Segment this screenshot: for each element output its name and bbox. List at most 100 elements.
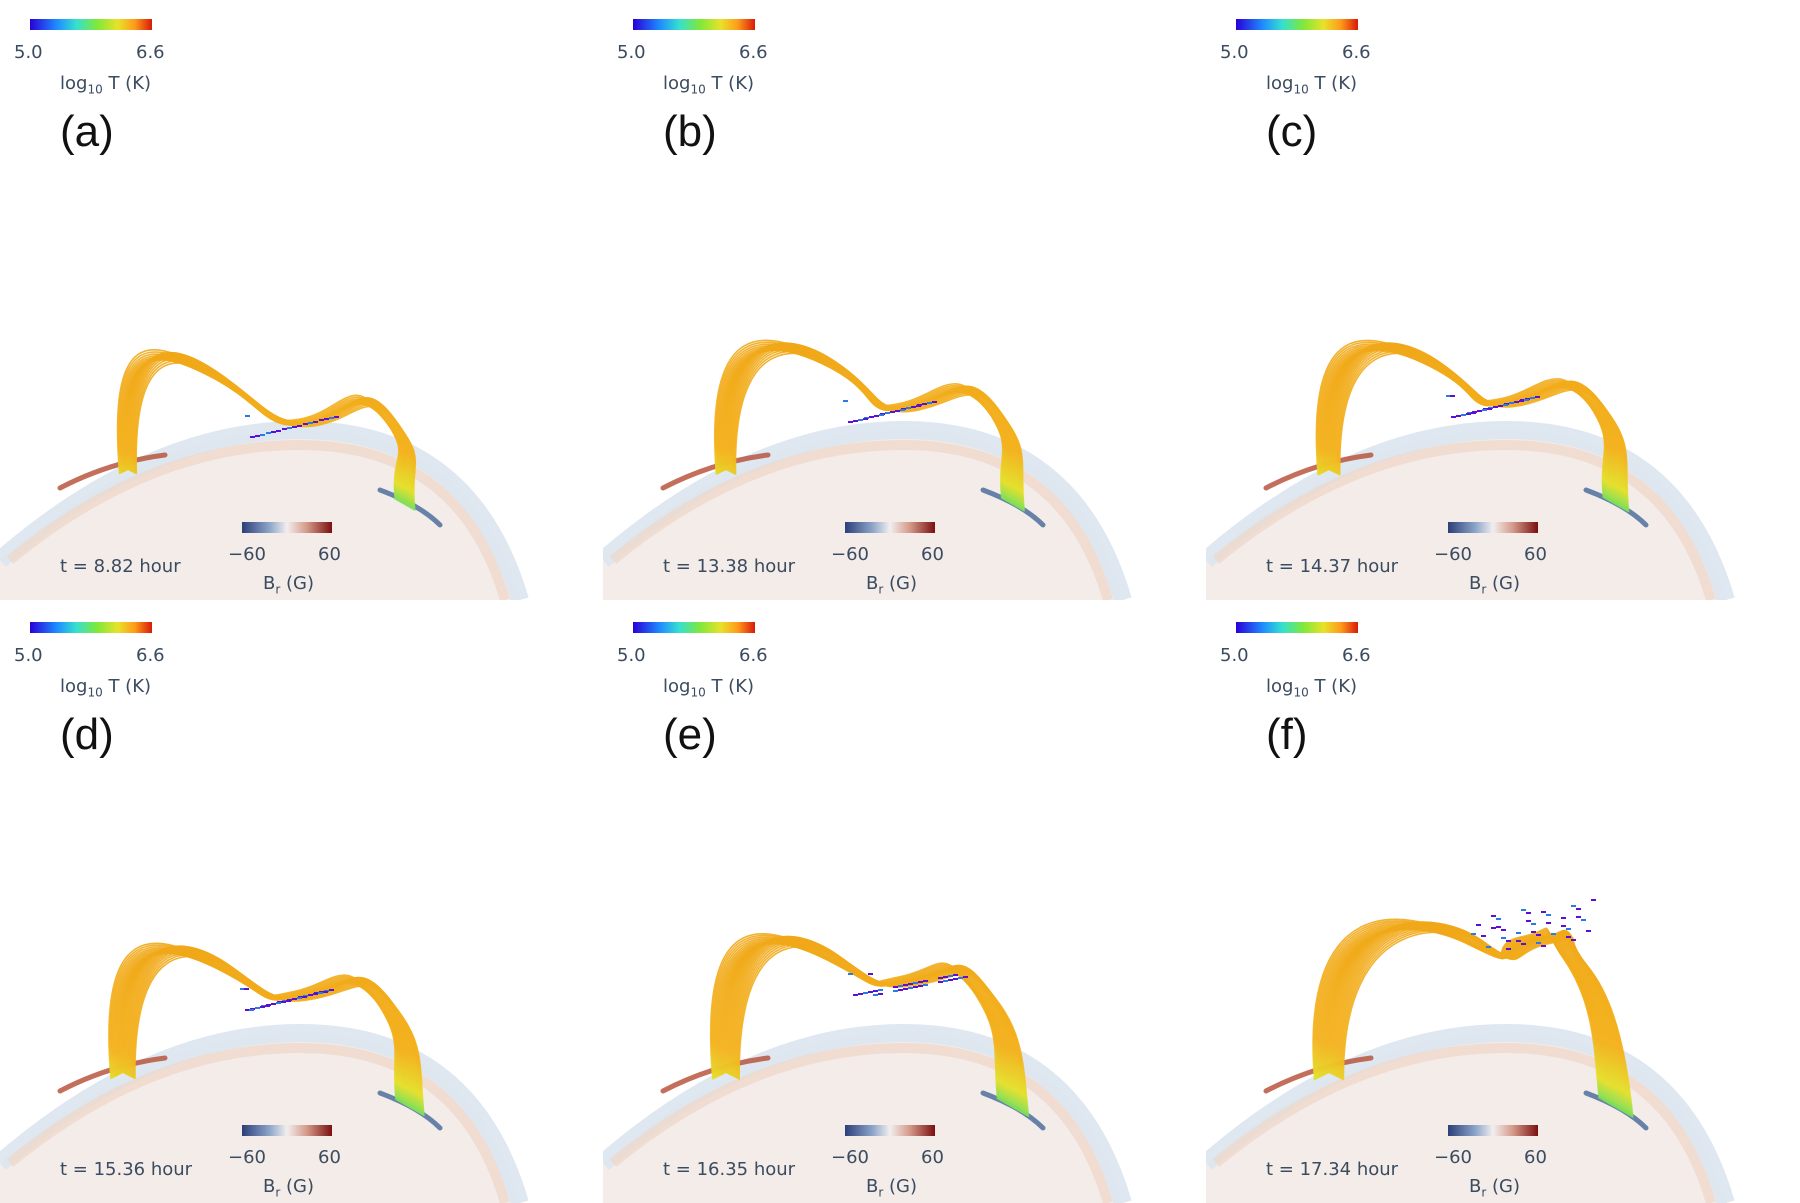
- cool-plasma-mark: [908, 987, 913, 989]
- panel-b: 5.0 6.6 log10 T (K) (b) t = 13.38 hour −…: [603, 0, 1203, 600]
- field-line-scene: [0, 942, 529, 1203]
- br-axis-label: Br (G): [866, 1176, 918, 1200]
- cool-plasma-mark: [1496, 926, 1501, 928]
- cool-plasma-mark: [1482, 409, 1487, 411]
- cool-plasma-mark: [943, 980, 948, 982]
- positive-polarity-patch: [660, 452, 771, 491]
- time-stamp: t = 15.36 hour: [60, 1159, 193, 1180]
- cool-plasma-mark: [1506, 940, 1511, 942]
- cool-plasma-mark: [916, 405, 921, 407]
- cool-plasma-mark: [906, 407, 911, 409]
- panel-label: (e): [663, 710, 717, 759]
- temperature-max-label: 6.6: [1342, 42, 1371, 63]
- temperature-min-label: 5.0: [617, 645, 646, 666]
- cool-plasma-mark: [918, 985, 923, 987]
- cool-plasma-mark: [1546, 914, 1551, 916]
- cool-plasma-mark: [893, 986, 898, 988]
- cool-plasma-mark: [873, 994, 878, 996]
- cool-plasma-mark: [1536, 942, 1541, 944]
- cool-plasma-mark: [266, 432, 271, 434]
- magnetic-field-lines: [709, 932, 1030, 1117]
- magnetic-field-lines: [1312, 899, 1634, 1118]
- cool-plasma-mark: [1471, 933, 1476, 935]
- cool-plasma-mark: [953, 974, 958, 976]
- positive-polarity-patch: [57, 452, 168, 491]
- time-stamp: t = 16.35 hour: [663, 1159, 796, 1180]
- cool-plasma-mark: [265, 1005, 270, 1007]
- cool-plasma-mark: [1535, 396, 1540, 398]
- temperature-min-label: 5.0: [14, 42, 43, 63]
- cool-plasma-mark: [923, 980, 928, 982]
- cool-plasma-mark: [297, 425, 302, 427]
- cool-plasma-mark: [948, 975, 953, 977]
- time-stamp: t = 17.34 hour: [1266, 1159, 1399, 1180]
- cool-plasma-mark: [908, 983, 913, 985]
- cool-plasma-mark: [286, 1000, 291, 1002]
- magnetic-field-lines: [108, 942, 425, 1117]
- cool-plasma-mark: [1530, 397, 1535, 399]
- cool-plasma-mark: [848, 421, 853, 423]
- cool-plasma-mark: [963, 976, 968, 978]
- cool-plasma-mark: [1451, 416, 1456, 418]
- cool-plasma-mark: [879, 414, 884, 416]
- temperature-min-label: 5.0: [617, 42, 646, 63]
- temperature-max-label: 6.6: [136, 645, 165, 666]
- temperature-min-label: 5.0: [14, 645, 43, 666]
- temperature-axis-label: log10 T (K): [663, 73, 755, 97]
- cool-plasma-mark: [913, 982, 918, 984]
- cool-plasma-mark: [1486, 946, 1491, 948]
- cool-plasma-mark: [900, 409, 905, 411]
- br-colorbar: [1448, 522, 1538, 533]
- field-line-scene: [0, 349, 529, 600]
- cool-plasma-mark: [853, 994, 858, 996]
- cool-plasma-mark: [287, 427, 292, 429]
- cool-plasma-mark: [1506, 948, 1511, 950]
- panel-label: (c): [1266, 107, 1318, 156]
- temperature-axis-label: log10 T (K): [60, 676, 152, 700]
- temperature-axis-label: log10 T (K): [663, 676, 755, 700]
- cool-plasma-mark: [250, 436, 255, 438]
- cool-plasma-mark: [1571, 905, 1576, 907]
- cool-plasma-mark: [324, 418, 329, 420]
- cool-plasma-mark: [1531, 931, 1536, 933]
- cool-plasma-mark: [1501, 937, 1506, 939]
- cool-plasma-mark: [1551, 933, 1556, 935]
- cool-plasma-mark: [1509, 402, 1514, 404]
- cool-plasma-mark: [873, 990, 878, 992]
- cool-plasma-mark: [1476, 924, 1481, 926]
- cool-plasma-mark: [1519, 400, 1524, 402]
- cool-plasma-mark: [271, 431, 276, 433]
- cool-plasma-mark: [913, 986, 918, 988]
- cool-plasma-mark: [943, 976, 948, 978]
- cool-plasma-mark: [1456, 415, 1461, 417]
- cool-plasma-mark: [1481, 935, 1486, 937]
- time-stamp: t = 8.82 hour: [60, 556, 181, 577]
- cool-plasma-mark: [292, 998, 297, 1000]
- cool-plasma-mark: [1541, 911, 1546, 913]
- cool-plasma-mark: [313, 421, 318, 423]
- cool-plasma-mark: [911, 406, 916, 408]
- cool-plasma-mark: [297, 997, 302, 999]
- cool-plasma-mark: [1591, 899, 1596, 901]
- cool-plasma-mark: [245, 415, 250, 417]
- cool-plasma-mark: [240, 988, 245, 990]
- cool-plasma-mark: [255, 1007, 260, 1009]
- panel-c: 5.0 6.6 log10 T (K) (c) t = 14.37 hour −…: [1206, 0, 1800, 600]
- cool-plasma-mark: [878, 993, 883, 995]
- cool-plasma-mark: [334, 416, 339, 418]
- cool-plasma-mark: [255, 435, 260, 437]
- cool-plasma-mark: [863, 992, 868, 994]
- field-line-scene: [603, 932, 1132, 1203]
- temperature-colorbar: [633, 19, 755, 30]
- cool-plasma-mark: [868, 991, 873, 993]
- cool-plasma-mark: [271, 1003, 276, 1005]
- panel-e: 5.0 6.6 log10 T (K) (e) t = 16.35 hour −…: [603, 603, 1203, 1203]
- cool-plasma-mark: [1516, 940, 1521, 942]
- field-line: [134, 955, 425, 1117]
- cool-plasma-mark: [932, 401, 937, 403]
- br-max-label: 60: [1524, 544, 1547, 565]
- cool-plasma-mark: [319, 419, 324, 421]
- cool-plasma-mark: [868, 973, 873, 975]
- panel-label: (d): [60, 710, 114, 759]
- cool-plasma-mark: [1487, 408, 1492, 410]
